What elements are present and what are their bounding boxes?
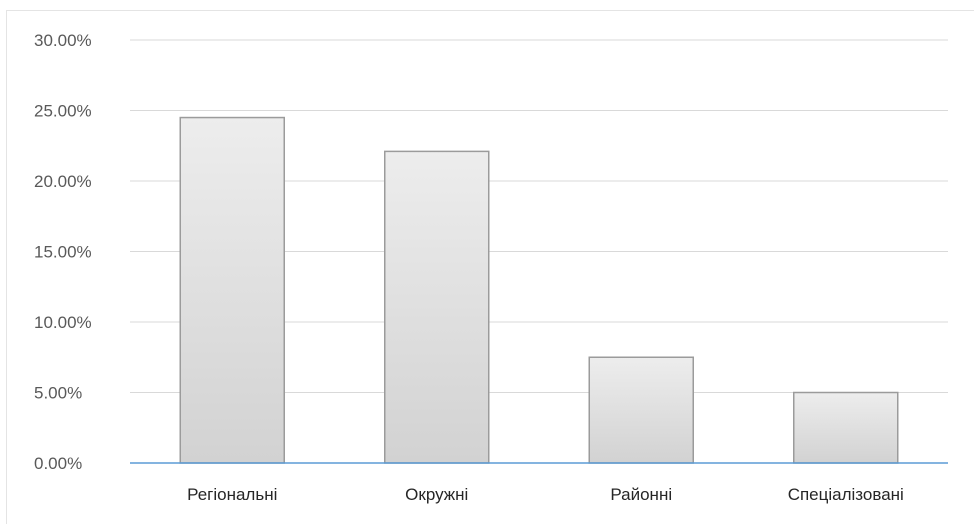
bar bbox=[179, 116, 285, 464]
bars bbox=[179, 116, 899, 464]
y-tick-label: 20.00% bbox=[34, 172, 92, 191]
y-tick-label: 25.00% bbox=[34, 102, 92, 121]
y-tick-label: 30.00% bbox=[34, 31, 92, 50]
bar bbox=[384, 150, 490, 464]
x-category-label: Окружні bbox=[405, 485, 468, 504]
y-axis-tick-labels: 0.00% 5.00% 10.00% 15.00% 20.00% 25.00% 30.00% bbox=[34, 31, 92, 473]
y-tick-label: 15.00% bbox=[34, 243, 92, 262]
x-axis-category-labels: Регіональні Окружні Районні Спеціалізовані bbox=[187, 485, 904, 504]
x-category-label: Регіональні bbox=[187, 485, 277, 504]
bar bbox=[588, 356, 694, 464]
y-tick-label: 0.00% bbox=[34, 454, 82, 473]
gridlines bbox=[130, 39, 948, 393]
y-tick-label: 10.00% bbox=[34, 313, 92, 332]
x-category-label: Спеціалізовані bbox=[788, 485, 904, 504]
y-tick-label: 5.00% bbox=[34, 384, 82, 403]
chart-frame bbox=[6, 10, 974, 524]
x-category-label: Районні bbox=[610, 485, 672, 504]
bar bbox=[793, 391, 899, 464]
